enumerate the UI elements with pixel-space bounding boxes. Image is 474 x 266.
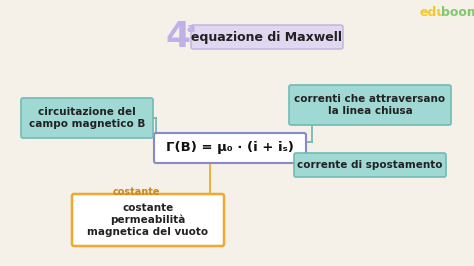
Text: costante: costante <box>112 187 160 197</box>
FancyBboxPatch shape <box>294 153 446 177</box>
FancyBboxPatch shape <box>154 133 306 163</box>
Text: costante
permeabilità
magnetica del vuoto: costante permeabilità magnetica del vuot… <box>87 203 209 237</box>
FancyBboxPatch shape <box>72 194 224 246</box>
FancyBboxPatch shape <box>289 85 451 125</box>
Text: correnti che attraversano
la linea chiusa: correnti che attraversano la linea chius… <box>294 94 446 116</box>
Text: corrente di spostamento: corrente di spostamento <box>297 160 443 170</box>
FancyBboxPatch shape <box>191 25 343 49</box>
Text: edu: edu <box>420 6 446 19</box>
Text: 4: 4 <box>165 20 191 54</box>
Text: circuitazione del
campo magnetico B: circuitazione del campo magnetico B <box>29 107 145 129</box>
Text: equazione di Maxwell: equazione di Maxwell <box>191 31 343 44</box>
FancyBboxPatch shape <box>21 98 153 138</box>
Text: a: a <box>187 22 195 35</box>
Text: boom: boom <box>441 6 474 19</box>
Text: Γ(B) = μ₀ · (i + iₛ): Γ(B) = μ₀ · (i + iₛ) <box>166 142 294 155</box>
